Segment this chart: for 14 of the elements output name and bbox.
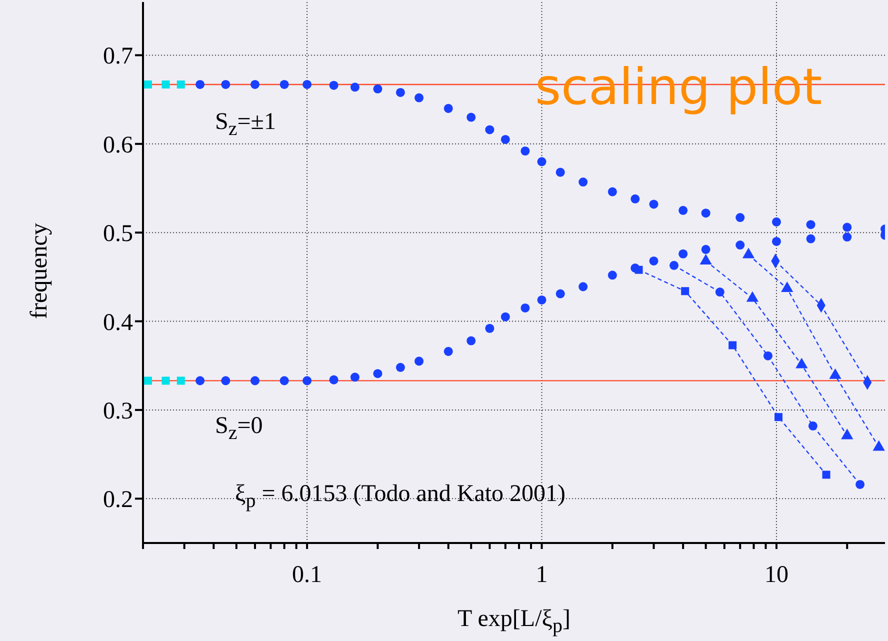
annotation: ξ$_{p}$ = 6.0153 (Todo and Kato 2001) (235, 481, 566, 512)
y-tick-label: 0.2 (103, 487, 133, 514)
y-tick-label: 0.7 (103, 44, 133, 70)
y-tick-label: 0.3 (103, 398, 133, 424)
y-tick-label: 0.6 (103, 132, 133, 158)
y-tick-label: 0.5 (103, 221, 133, 248)
y-axis-title: frequency (26, 223, 54, 319)
x-axis-title: T exp[L/ξ$_{p}$] (456, 606, 572, 638)
x-tick-label: 1 (536, 562, 548, 588)
x-tick-label: 0.1 (292, 562, 322, 588)
annotation: S$_{z}$=0 (215, 413, 263, 444)
y-tick-label: 0.4 (103, 310, 133, 336)
annotation: S$_{z}$=±1 (215, 109, 276, 140)
x-tick-label: 10 (764, 562, 788, 588)
